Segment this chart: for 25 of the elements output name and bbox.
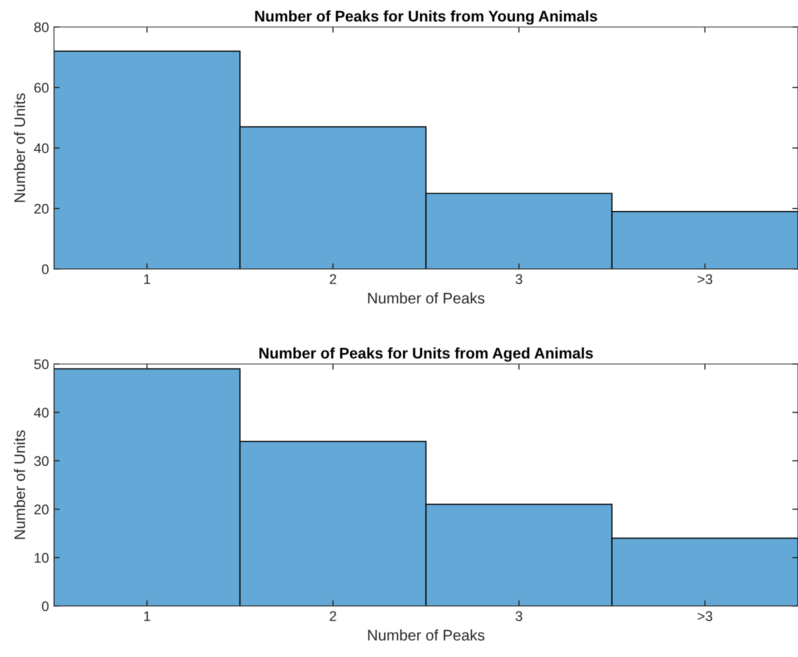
y-tick-label: 10 bbox=[34, 552, 49, 563]
chart-title: Number of Peaks for Units from Young Animals bbox=[255, 10, 598, 25]
x-tick-label: 3 bbox=[516, 274, 522, 284]
y-tick-label: 0 bbox=[42, 601, 49, 612]
y-tick-label: 40 bbox=[34, 143, 49, 154]
y-tick-label: 60 bbox=[34, 82, 49, 93]
y-tick-label: 50 bbox=[34, 359, 49, 370]
x-axis-title: Number of Peaks bbox=[368, 629, 484, 641]
y-tick-label: 40 bbox=[34, 408, 49, 418]
y-axis-title: Number of Units bbox=[14, 93, 26, 202]
y-axis-title: Number of Units bbox=[14, 430, 26, 539]
y-tick-label: 0 bbox=[42, 264, 49, 274]
y-tick-label: 30 bbox=[34, 456, 49, 466]
y-tick-label: 20 bbox=[34, 204, 49, 214]
x-tick-label: 1 bbox=[144, 611, 150, 621]
chart-title: Number of Peaks for Units from Aged Animals bbox=[259, 347, 593, 362]
x-axis-title: Number of Peaks bbox=[368, 292, 484, 304]
y-tick-label: 20 bbox=[34, 504, 49, 514]
x-tick-label: 1 bbox=[144, 274, 150, 284]
x-tick-label: >3 bbox=[698, 274, 712, 284]
x-tick-label: 2 bbox=[330, 274, 336, 284]
y-tick-label: 80 bbox=[34, 22, 49, 32]
x-tick-label: 2 bbox=[330, 611, 336, 621]
x-tick-label: 3 bbox=[516, 611, 522, 622]
x-tick-label: >3 bbox=[698, 611, 712, 622]
